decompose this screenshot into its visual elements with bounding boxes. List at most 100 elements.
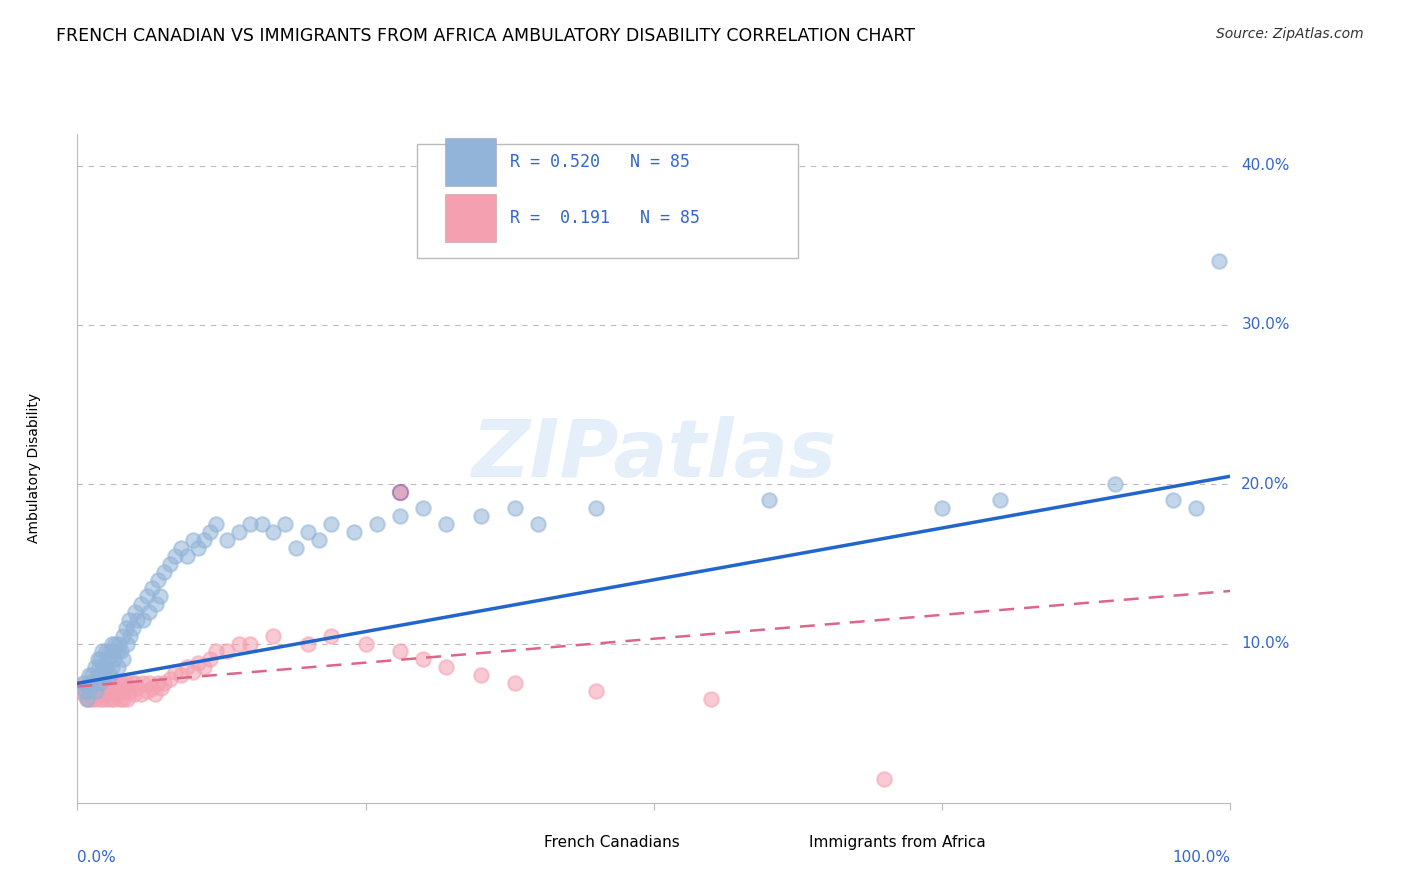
Point	[97, 684, 120, 698]
Point	[107, 644, 129, 658]
Point	[77, 668, 100, 682]
Point	[204, 517, 226, 532]
Point	[91, 692, 114, 706]
Point	[274, 517, 297, 532]
Point	[132, 613, 155, 627]
Point	[285, 541, 308, 555]
Point	[150, 681, 173, 695]
Text: 100.0%: 100.0%	[1173, 849, 1230, 864]
Point	[96, 660, 118, 674]
Point	[96, 644, 118, 658]
Point	[96, 692, 118, 706]
Point	[127, 613, 149, 627]
Point	[101, 684, 124, 698]
Point	[122, 688, 145, 702]
Point	[96, 688, 118, 702]
Point	[988, 493, 1011, 508]
Point	[77, 692, 100, 706]
Point	[101, 681, 124, 695]
Point	[82, 668, 104, 682]
Point	[700, 692, 723, 706]
Point	[143, 688, 166, 702]
Point	[121, 676, 143, 690]
Point	[100, 692, 122, 706]
Point	[187, 656, 209, 670]
Point	[319, 517, 342, 532]
Point	[217, 533, 239, 547]
Point	[505, 501, 527, 516]
Point	[585, 501, 607, 516]
Point	[389, 644, 412, 658]
Point	[129, 597, 152, 611]
Point	[217, 644, 239, 658]
Point	[98, 676, 121, 690]
Point	[93, 684, 115, 698]
Point	[105, 676, 128, 690]
Point	[181, 665, 204, 680]
Point	[118, 613, 141, 627]
Point	[434, 517, 457, 532]
Point	[112, 652, 135, 666]
Point	[165, 665, 187, 680]
Point	[108, 681, 131, 695]
Text: 10.0%: 10.0%	[1241, 636, 1289, 651]
Point	[1208, 254, 1230, 268]
Point	[75, 684, 97, 698]
Point	[159, 557, 181, 571]
FancyBboxPatch shape	[766, 826, 804, 855]
Point	[76, 692, 98, 706]
Point	[83, 676, 105, 690]
Point	[103, 652, 125, 666]
Point	[87, 668, 110, 682]
Point	[153, 565, 174, 579]
Point	[121, 621, 143, 635]
Point	[239, 517, 262, 532]
Point	[86, 681, 108, 695]
Point	[389, 485, 412, 500]
Point	[1161, 493, 1184, 508]
Point	[101, 676, 124, 690]
Point	[72, 681, 94, 695]
Point	[114, 621, 136, 635]
Point	[69, 684, 91, 698]
Point	[98, 644, 121, 658]
Point	[107, 688, 129, 702]
Point	[262, 524, 284, 539]
Point	[149, 589, 172, 603]
Point	[82, 684, 104, 698]
Point	[181, 533, 204, 547]
Point	[124, 676, 146, 690]
Text: R = 0.520   N = 85: R = 0.520 N = 85	[510, 153, 690, 171]
Point	[176, 660, 198, 674]
Point	[73, 688, 96, 702]
Point	[297, 636, 319, 650]
Point	[170, 541, 193, 555]
Point	[193, 533, 215, 547]
Point	[170, 668, 193, 682]
Point	[84, 684, 107, 698]
Point	[91, 660, 114, 674]
FancyBboxPatch shape	[502, 826, 538, 855]
Text: FRENCH CANADIAN VS IMMIGRANTS FROM AFRICA AMBULATORY DISABILITY CORRELATION CHAR: FRENCH CANADIAN VS IMMIGRANTS FROM AFRIC…	[56, 27, 915, 45]
Point	[112, 628, 135, 642]
Point	[470, 509, 492, 524]
Point	[101, 636, 124, 650]
Point	[111, 684, 134, 698]
Point	[145, 597, 167, 611]
Text: 20.0%: 20.0%	[1241, 476, 1289, 491]
Point	[79, 684, 101, 698]
Point	[110, 676, 132, 690]
Text: Source: ZipAtlas.com: Source: ZipAtlas.com	[1216, 27, 1364, 41]
Point	[83, 676, 105, 690]
Point	[89, 692, 111, 706]
Point	[176, 549, 198, 563]
Point	[297, 524, 319, 539]
Point	[120, 628, 142, 642]
Text: Immigrants from Africa: Immigrants from Africa	[810, 836, 986, 850]
Point	[94, 676, 117, 690]
Point	[127, 681, 149, 695]
Point	[118, 684, 141, 698]
Point	[108, 692, 131, 706]
Point	[114, 681, 136, 695]
Point	[82, 692, 104, 706]
